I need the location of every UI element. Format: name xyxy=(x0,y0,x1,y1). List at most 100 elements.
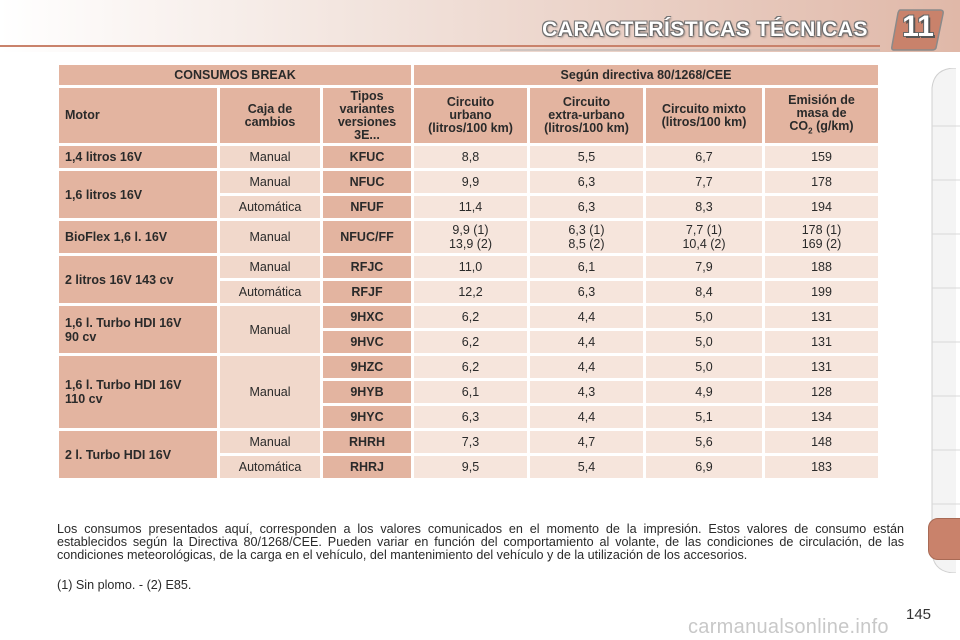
co2-value: 131 xyxy=(765,356,878,378)
type-code: KFUC xyxy=(323,146,411,168)
gearbox-cell: Manual xyxy=(220,146,320,168)
type-code: 9HYB xyxy=(323,381,411,403)
mixed-value: 7,7 xyxy=(646,171,762,193)
type-code: RHRJ xyxy=(323,456,411,478)
gearbox-cell: Automática xyxy=(220,196,320,218)
mixed-value: 6,9 xyxy=(646,456,762,478)
chapter-tabs xyxy=(931,68,960,573)
mixed-value: 8,4 xyxy=(646,281,762,303)
urban-value: 9,5 xyxy=(414,456,527,478)
urban-value: 7,3 xyxy=(414,431,527,453)
urban-value: 8,8 xyxy=(414,146,527,168)
extra-urban-value: 6,3 xyxy=(530,171,643,193)
extra-urban-value: 4,4 xyxy=(530,356,643,378)
urban-value: 12,2 xyxy=(414,281,527,303)
mixed-value: 5,0 xyxy=(646,356,762,378)
co2-value: 183 xyxy=(765,456,878,478)
engine-name: 1,6 l. Turbo HDI 16V 90 cv xyxy=(59,306,217,353)
engine-name: BioFlex 1,6 l. 16V xyxy=(59,221,217,253)
type-code: RFJF xyxy=(323,281,411,303)
extra-urban-value: 4,3 xyxy=(530,381,643,403)
header-extra-urban: Circuito extra-urbano (litros/100 km) xyxy=(530,88,643,143)
co2-value: 131 xyxy=(765,331,878,353)
gearbox-cell: Manual xyxy=(220,306,320,353)
urban-value: 6,1 xyxy=(414,381,527,403)
header-motor: Motor xyxy=(59,88,217,143)
extra-urban-value: 6,1 xyxy=(530,256,643,278)
extra-urban-value: 6,3 xyxy=(530,281,643,303)
urban-value: 6,2 xyxy=(414,356,527,378)
type-code: 9HYC xyxy=(323,406,411,428)
gearbox-cell: Automática xyxy=(220,281,320,303)
engine-name: 1,6 litros 16V xyxy=(59,171,217,218)
urban-value: 6,2 xyxy=(414,331,527,353)
type-code: NFUC xyxy=(323,171,411,193)
header-gearbox: Caja de cambios xyxy=(220,88,320,143)
type-code: NFUC/FF xyxy=(323,221,411,253)
table-row: 1,6 litros 16V Manual NFUC 9,9 6,3 7,7 1… xyxy=(59,171,878,218)
table-row: 9HYC 6,3 4,4 5,1 134 xyxy=(59,406,878,428)
extra-urban-value: 4,4 xyxy=(530,331,643,353)
fuel-footnote: (1) Sin plomo. - (2) E85. xyxy=(57,578,192,592)
type-code: NFUF xyxy=(323,196,411,218)
table-row: Automática NFUF 11,4 6,3 8,3 194 xyxy=(59,196,878,218)
extra-urban-value: 4,4 xyxy=(530,406,643,428)
table-row: 2 litros 16V 143 cv Manual RFJC 11,0 6,1… xyxy=(59,256,878,303)
type-code: 9HVC xyxy=(323,331,411,353)
table-row: 1,6 l. Turbo HDI 16V 110 cv Manual 9HZC 6… xyxy=(59,356,878,428)
co2-value: 159 xyxy=(765,146,878,168)
table-row: 9HYB 6,1 4,3 4,9 128 xyxy=(59,381,878,403)
co2-value: 131 xyxy=(765,306,878,328)
table-row: 9HVC 6,2 4,4 5,0 131 xyxy=(59,331,878,353)
consumption-table: CONSUMOS BREAK Según directiva 80/1268/C… xyxy=(56,62,881,481)
extra-urban-value: 4,7 xyxy=(530,431,643,453)
active-chapter-tab[interactable] xyxy=(928,518,960,560)
co2-value: 148 xyxy=(765,431,878,453)
header-mixed: Circuito mixto (litros/100 km) xyxy=(646,88,762,143)
co2-value: 178 (1) 169 (2) xyxy=(765,221,878,253)
engine-name: 2 l. Turbo HDI 16V xyxy=(59,431,217,478)
urban-value: 11,4 xyxy=(414,196,527,218)
mixed-value: 7,9 xyxy=(646,256,762,278)
page-title: CARACTERÍSTICAS TÉCNICAS xyxy=(542,18,868,41)
gearbox-cell: Automática xyxy=(220,456,320,478)
co2-value: 194 xyxy=(765,196,878,218)
header-types: Tipos variantes versiones 3E... xyxy=(323,88,411,143)
engine-name: 1,4 litros 16V xyxy=(59,146,217,168)
gearbox-cell: Manual xyxy=(220,431,320,453)
table-row: 2 l. Turbo HDI 16V Manual RHRH 7,3 4,7 5… xyxy=(59,431,878,478)
co2-value: 128 xyxy=(765,381,878,403)
consumption-notes: Los consumos presentados aquí, correspon… xyxy=(57,522,904,563)
co2-value: 178 xyxy=(765,171,878,193)
engine-name: 1,6 l. Turbo HDI 16V 110 cv xyxy=(59,356,217,428)
co2-value: 134 xyxy=(765,406,878,428)
extra-urban-value: 5,5 xyxy=(530,146,643,168)
mixed-value: 5,6 xyxy=(646,431,762,453)
chapter-badge xyxy=(891,9,944,51)
co2-value: 199 xyxy=(765,281,878,303)
watermark: carmanualsonline.info xyxy=(688,616,889,638)
mixed-value: 4,9 xyxy=(646,381,762,403)
co2-value: 188 xyxy=(765,256,878,278)
gearbox-cell: Manual xyxy=(220,171,320,193)
mixed-value: 5,1 xyxy=(646,406,762,428)
header-banner xyxy=(0,0,960,52)
urban-value: 9,9 xyxy=(414,171,527,193)
urban-value: 6,3 xyxy=(414,406,527,428)
table-title-right: Según directiva 80/1268/CEE xyxy=(414,65,878,85)
urban-value: 6,2 xyxy=(414,306,527,328)
type-code: 9HXC xyxy=(323,306,411,328)
extra-urban-value: 5,4 xyxy=(530,456,643,478)
table-row: 1,4 litros 16V Manual KFUC 8,8 5,5 6,7 1… xyxy=(59,146,878,168)
extra-urban-value: 4,4 xyxy=(530,306,643,328)
engine-name: 2 litros 16V 143 cv xyxy=(59,256,217,303)
type-code: RHRH xyxy=(323,431,411,453)
header-urban: Circuito urbano (litros/100 km) xyxy=(414,88,527,143)
table-row: 1,6 l. Turbo HDI 16V 90 cv Manual 9HXC 6,… xyxy=(59,306,878,353)
table-title-left: CONSUMOS BREAK xyxy=(59,65,411,85)
chapter-number: 11 xyxy=(902,10,934,43)
type-code: 9HZC xyxy=(323,356,411,378)
extra-urban-value: 6,3 (1) 8,5 (2) xyxy=(530,221,643,253)
mixed-value: 6,7 xyxy=(646,146,762,168)
gearbox-cell: Manual xyxy=(220,256,320,278)
